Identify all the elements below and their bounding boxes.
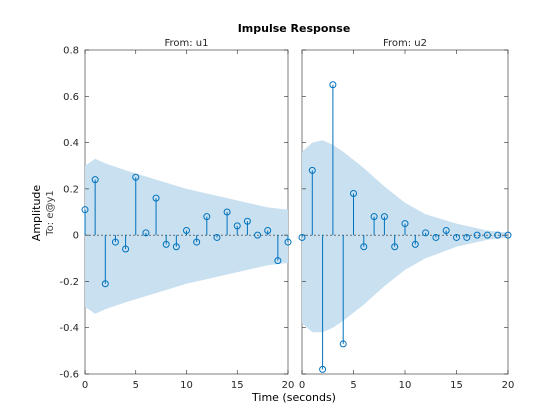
stem-marker: [442, 227, 450, 235]
y-axis-output-label: To: e@y1: [45, 190, 56, 237]
stem-marker: [422, 229, 430, 237]
y-tick-label: -0.4: [59, 323, 79, 334]
confidence-band: [302, 140, 508, 333]
stem-marker: [223, 208, 231, 216]
chart-title: Impulse Response: [238, 22, 351, 35]
stem-marker: [91, 176, 99, 184]
x-tick-label: 5: [350, 380, 356, 391]
stem-marker: [411, 240, 419, 248]
stem-marker: [243, 217, 251, 225]
stem-marker: [494, 231, 502, 239]
stem-marker: [473, 231, 481, 239]
stem-marker: [203, 213, 211, 221]
stem-marker: [142, 229, 150, 237]
x-axis-label: Time (seconds): [251, 391, 336, 404]
stem-marker: [453, 233, 460, 241]
stem-marker: [350, 189, 357, 197]
x-tick-label: 10: [180, 380, 193, 391]
x-tick-label: 10: [399, 380, 412, 391]
stem-marker: [380, 213, 388, 221]
stem-marker: [463, 233, 471, 241]
stem-marker: [329, 81, 337, 89]
x-tick-label: 5: [133, 380, 139, 391]
stem-marker: [254, 231, 262, 239]
stem-marker: [81, 206, 89, 214]
subplot-title: From: u1: [164, 38, 208, 49]
stem-marker: [274, 257, 282, 265]
stem-marker: [360, 243, 368, 251]
stem-marker: [401, 220, 409, 228]
stem-marker: [172, 243, 180, 251]
subplot-2: 0 5 10 15 20 From: u2: [298, 38, 515, 391]
stem-marker: [370, 213, 378, 221]
stem-marker: [264, 227, 272, 235]
stem-marker: [122, 245, 130, 253]
stem-marker: [504, 231, 512, 239]
x-tick-label: 0: [82, 380, 88, 391]
stem-marker: [233, 222, 241, 230]
stem-marker: [298, 233, 306, 241]
stem-marker: [183, 227, 190, 235]
y-tick-label: -0.2: [59, 277, 79, 288]
y-axis-label: Amplitude: [30, 185, 43, 242]
x-tick-label: 0: [299, 380, 305, 391]
x-tick-label: 20: [282, 380, 295, 391]
x-tick-label: 15: [231, 380, 244, 391]
y-tick-label: 0.2: [63, 184, 79, 195]
stem-marker: [193, 238, 201, 246]
stem-marker: [432, 233, 440, 241]
stem-marker: [319, 365, 327, 373]
stem-marker: [213, 233, 221, 241]
subplot-group: -0.6 -0.4 -0.2 0 0.2 0.4 0.6 0.8 0 5 10 15 20 From: u…: [59, 38, 514, 391]
stem-marker: [101, 280, 109, 288]
y-tick-label: 0.8: [63, 46, 79, 57]
x-tick-label: 15: [450, 380, 463, 391]
y-tick-label: 0.6: [63, 92, 79, 103]
stem-marker: [391, 243, 399, 251]
stem-marker: [284, 238, 292, 246]
stem-marker: [483, 231, 491, 239]
stem-marker: [162, 240, 170, 248]
stem-marker: [152, 194, 160, 202]
stem-marker: [308, 166, 316, 174]
stem-marker: [339, 340, 347, 348]
subplot-title: From: u2: [383, 38, 427, 49]
stem-marker: [132, 173, 140, 181]
subplot-1: -0.6 -0.4 -0.2 0 0.2 0.4 0.6 0.8 0 5 10 15 20 From: u…: [59, 38, 294, 391]
stem-marker: [111, 238, 119, 246]
y-tick-label: -0.6: [59, 370, 79, 381]
x-tick-label: 20: [502, 380, 515, 391]
y-tick-label: 0: [73, 231, 79, 242]
y-tick-label: 0.4: [63, 138, 79, 149]
